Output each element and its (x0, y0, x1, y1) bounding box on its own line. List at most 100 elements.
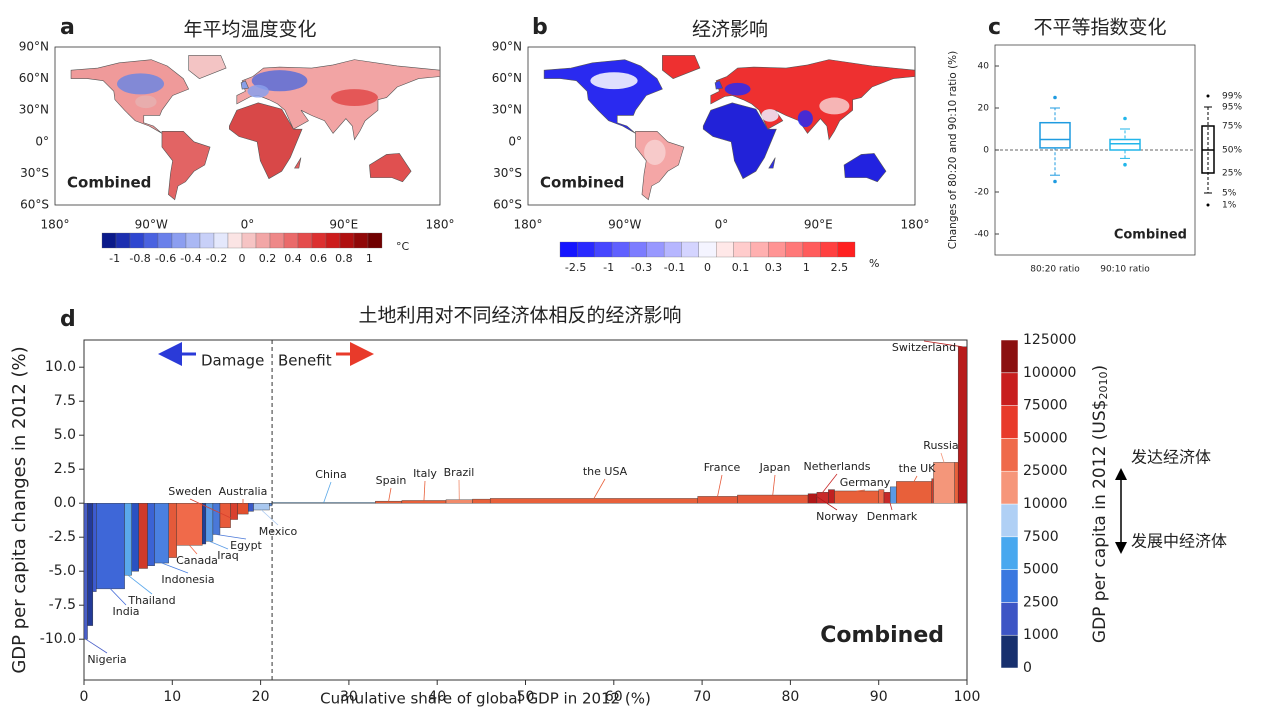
legend-dot (1206, 203, 1210, 207)
colorbar-label: 2.5 (831, 261, 849, 274)
outlier (1123, 162, 1127, 167)
percentile-label: 99% (1222, 92, 1242, 102)
country-label: Denmark (867, 510, 918, 523)
country-label: Italy (413, 467, 437, 480)
colorbar-block (646, 241, 665, 258)
colorbar-tick-label: 50000 (1023, 430, 1068, 446)
y-tick-label: -2.5 (49, 529, 76, 545)
landmass (188, 55, 227, 79)
lon-label: 90°E (804, 218, 833, 232)
map-region (330, 89, 378, 106)
percentile-label: 5% (1222, 189, 1237, 199)
colorbar-label: -0.2 (206, 252, 227, 265)
bar (896, 481, 932, 504)
x-tick-label: 10 (163, 689, 181, 705)
lat-label: 30°S (493, 166, 522, 180)
outlier (1123, 116, 1127, 121)
bar (889, 486, 897, 504)
leader-line (923, 340, 963, 348)
map-region (247, 84, 269, 98)
lat-label: 60°N (492, 71, 522, 85)
bar (253, 503, 270, 511)
country-label: Brazil (444, 466, 475, 479)
y-tick-label: 0 (983, 146, 989, 156)
bar (834, 490, 879, 504)
y-tick-label: 20 (978, 104, 990, 114)
y-axis-label: GDP per capita changes in 2012 (%) (9, 346, 30, 673)
lon-label: 180° (514, 218, 543, 232)
leader-line (886, 492, 893, 511)
colorbar-label: -0.1 (664, 261, 685, 274)
colorbar-tick-label: 5000 (1023, 562, 1059, 578)
bar (168, 503, 177, 558)
landmass (369, 153, 412, 183)
country-label: the USA (583, 465, 628, 478)
y-tick-label: 0.0 (54, 495, 76, 511)
legend-dot (1206, 94, 1210, 98)
colorbar-tick-label: 2500 (1023, 594, 1059, 610)
map-annotation: Combined (67, 174, 151, 192)
percentile-label: 1% (1222, 201, 1237, 211)
panel-letter: c (988, 15, 1001, 40)
x-tick-label: 30 (340, 689, 358, 705)
lon-label: 90°E (329, 218, 358, 232)
bar (87, 503, 94, 626)
colorbar-block (115, 232, 131, 249)
lon-label: 180° (426, 218, 455, 232)
x-tick-label: 20 (252, 689, 270, 705)
leader-line (110, 588, 127, 606)
y-tick-label: 2.5 (54, 461, 76, 477)
bar (828, 489, 835, 504)
colorbar-block (353, 232, 369, 249)
bar (957, 346, 968, 504)
bar (147, 503, 155, 566)
panel-letter: b (532, 15, 548, 40)
bar (807, 493, 818, 504)
map-land (70, 55, 441, 201)
country-label: Germany (840, 476, 891, 489)
leader-line (85, 638, 108, 654)
country-label: Russia (923, 439, 958, 452)
colorbar-block (733, 241, 752, 258)
y-tick-label: -20 (974, 188, 989, 198)
colorbar-block (157, 232, 173, 249)
colorbar-block (283, 232, 299, 249)
damage-label: Damage (201, 352, 264, 370)
map-region (251, 70, 308, 92)
colorbar-label: 0.4 (284, 252, 302, 265)
colorbar-block (750, 241, 769, 258)
bar (138, 503, 148, 569)
leader-line (423, 480, 426, 501)
country-label: France (704, 461, 741, 474)
map-region (724, 82, 751, 96)
leader-line (216, 534, 247, 540)
lon-label: 90°W (135, 218, 168, 232)
lat-label: 30°S (20, 166, 49, 180)
colorbar-block (820, 241, 838, 258)
colorbar-tick-label: 125000 (1023, 332, 1076, 348)
leader-line (127, 574, 153, 595)
colorbar-block (768, 241, 786, 258)
country-label: Iraq (217, 549, 239, 562)
leader-line (388, 487, 392, 502)
country-label: Spain (376, 474, 407, 487)
y-tick-label: -40 (974, 230, 989, 240)
colorbar-block (1000, 536, 1019, 570)
bar (489, 498, 698, 504)
developed-label: 发达经济体 (1131, 448, 1211, 467)
colorbar-block (367, 232, 383, 249)
colorbar-block (1000, 339, 1019, 374)
map-region (590, 72, 638, 90)
colorbar-block (1000, 634, 1019, 669)
leader-line (323, 481, 332, 503)
country-label: Egypt (230, 539, 262, 552)
colorbar-block (185, 232, 201, 249)
leader-line (822, 473, 838, 493)
panel-letter: d (60, 307, 76, 332)
country-label: China (315, 468, 346, 481)
landmass (710, 59, 916, 141)
lat-label: 60°S (20, 198, 49, 212)
colorbar-block (171, 232, 187, 249)
leader-line (189, 545, 198, 555)
